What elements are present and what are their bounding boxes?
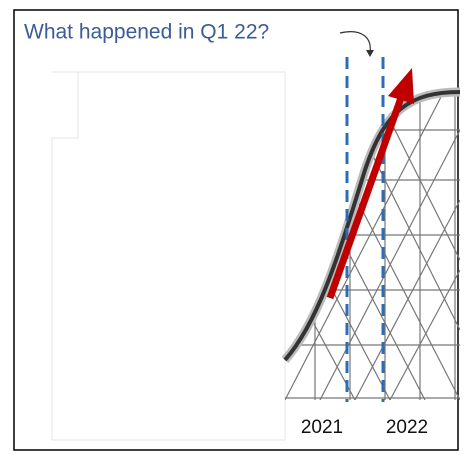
year-label: 2022 — [386, 417, 428, 438]
lattice — [285, 60, 460, 400]
title: What happened in Q1 22? — [24, 21, 269, 44]
illustration: What happened in Q1 22? 2021 2022 — [0, 0, 469, 458]
callout-arrow — [340, 32, 370, 52]
arrow-head — [388, 68, 414, 104]
page: {"title": "What happened in Q1 22?", "la… — [0, 0, 469, 458]
year-label: 2021 — [301, 417, 343, 438]
blank-panel — [52, 72, 285, 440]
callout-arrow-head — [366, 50, 374, 57]
